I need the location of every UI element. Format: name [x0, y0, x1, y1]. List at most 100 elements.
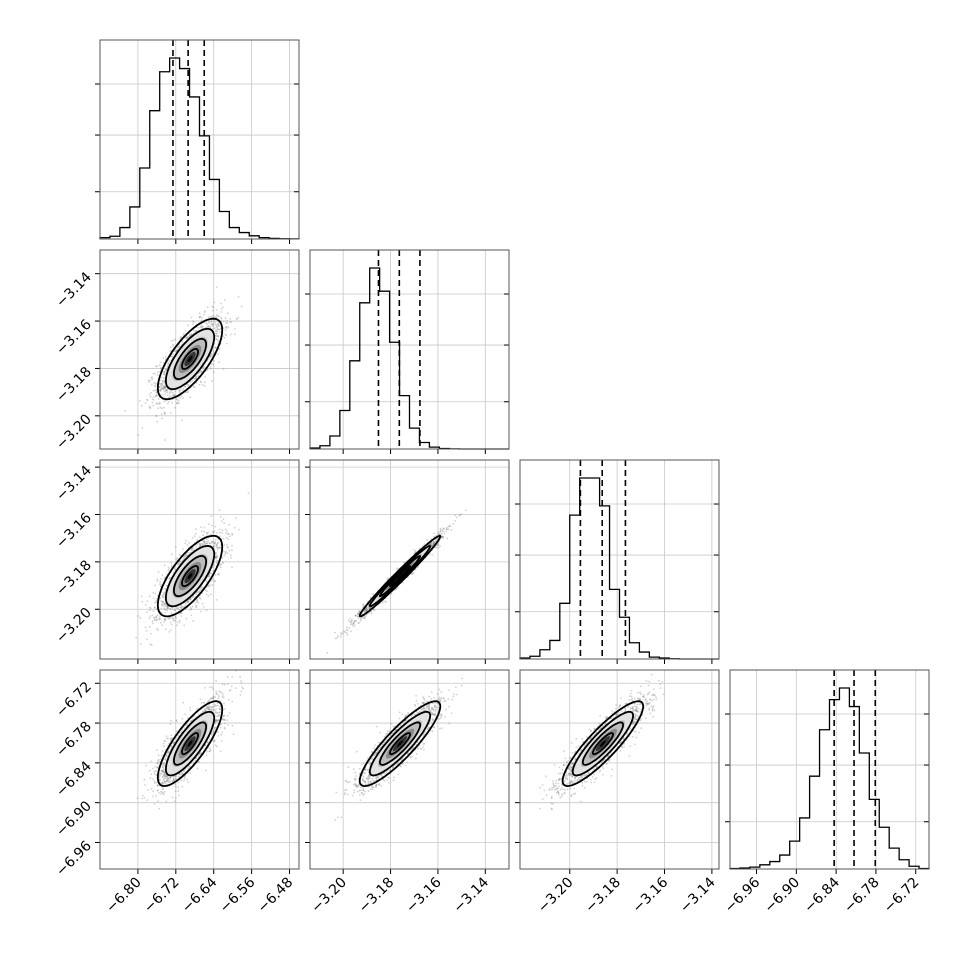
scatter-point [162, 386, 165, 388]
scatter-point [441, 536, 444, 538]
scatter-point [216, 573, 219, 576]
scatter-point [180, 606, 182, 609]
scatter-point [178, 621, 181, 624]
scatter-point [225, 321, 227, 324]
scatter-point [164, 358, 167, 361]
scatter-point [203, 605, 206, 608]
scatter-point [193, 535, 196, 537]
scatter-point [196, 539, 199, 541]
scatter-point [210, 320, 213, 322]
scatter-point [368, 607, 371, 610]
scatter-point [164, 393, 167, 395]
scatter-point [429, 543, 432, 545]
scatter-point [144, 604, 147, 606]
scatter-point [217, 353, 219, 356]
scatter-point [196, 599, 198, 602]
scatter-point [231, 566, 233, 569]
scatter-point [146, 398, 148, 401]
scatter-point [212, 363, 215, 366]
scatter-point [197, 375, 200, 377]
scatter-point [431, 553, 434, 556]
scatter-point [189, 381, 192, 384]
scatter-point [169, 621, 172, 624]
scatter-point [230, 333, 232, 336]
scatter-point [154, 606, 156, 609]
scatter-point [203, 541, 206, 544]
scatter-point [159, 361, 162, 364]
scatter-point [213, 542, 216, 545]
scatter-point [224, 528, 227, 531]
scatter-point [201, 543, 204, 546]
scatter-point [188, 334, 191, 337]
scatter-point [203, 526, 206, 529]
scatter-point [153, 381, 156, 384]
scatter-point [153, 606, 156, 609]
scatter-point [154, 389, 156, 392]
scatter-point [237, 316, 240, 319]
scatter-point [199, 315, 202, 318]
scatter-point [367, 606, 369, 609]
scatter-point [185, 391, 188, 394]
scatter-point [222, 327, 225, 330]
scatter-point [186, 601, 189, 604]
scatter-point [161, 574, 164, 577]
scatter-point [165, 369, 167, 371]
scatter-point [159, 390, 162, 392]
y-tick-label: −3.20 [53, 411, 95, 453]
scatter-point [156, 365, 158, 367]
scatter-point [172, 345, 175, 347]
scatter-point [198, 590, 200, 593]
scatter-point [163, 564, 166, 567]
scatter-point [187, 390, 190, 393]
scatter-point [190, 333, 193, 336]
scatter-point [146, 600, 149, 603]
scatter-point [206, 542, 209, 545]
scatter-point [154, 592, 157, 595]
scatter-point [210, 323, 213, 326]
scatter-point [213, 327, 216, 330]
scatter-point [187, 336, 189, 339]
scatter-point [159, 585, 162, 587]
scatter-point [441, 535, 444, 538]
scatter-point [439, 530, 442, 533]
scatter-point [215, 332, 218, 335]
scatter-point [158, 615, 161, 618]
scatter-point [184, 385, 187, 388]
scatter-point [163, 384, 166, 387]
scatter-point [218, 315, 220, 318]
scatter-point [216, 559, 218, 562]
scatter-point [209, 325, 212, 328]
contour-line [164, 544, 216, 608]
scatter-point [155, 415, 158, 418]
scatter-point [156, 614, 159, 616]
scatter-point [156, 578, 159, 581]
scatter-point [185, 617, 188, 620]
scatter-point [160, 578, 163, 580]
scatter-point [357, 613, 359, 616]
scatter-point [414, 550, 417, 553]
scatter-point [198, 545, 201, 548]
scatter-point [188, 541, 191, 544]
scatter-point [216, 330, 219, 333]
scatter-point [156, 627, 158, 630]
scatter-point [216, 335, 218, 337]
scatter-point [214, 556, 217, 559]
scatter-point [187, 324, 190, 327]
scatter-point [180, 615, 183, 617]
scatter-point [211, 322, 214, 325]
scatter-point [224, 329, 227, 331]
scatter-point [175, 617, 177, 619]
scatter-point [441, 535, 443, 538]
scatter-point [217, 324, 220, 327]
scatter-point [198, 596, 201, 599]
scatter-point [235, 517, 238, 520]
scatter-point [437, 546, 440, 549]
scatter-point [164, 386, 167, 389]
scatter-point [170, 391, 173, 393]
scatter-point [370, 610, 373, 613]
scatter-point [164, 399, 167, 402]
scatter-point [219, 531, 222, 534]
scatter-point [146, 399, 149, 401]
scatter-point [190, 316, 193, 319]
scatter-point [206, 590, 208, 592]
